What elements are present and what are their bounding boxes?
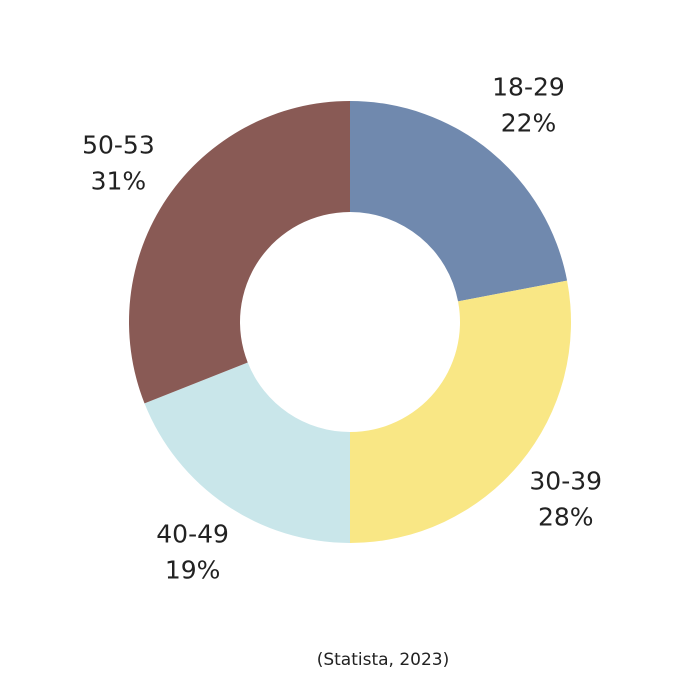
- value-label: 22%: [501, 108, 557, 137]
- category-label: 50-53: [82, 131, 155, 160]
- value-label: 19%: [165, 556, 221, 585]
- donut-slice: [350, 280, 571, 543]
- source: (Statista, 2023): [317, 650, 450, 670]
- category-label: 40-49: [156, 520, 229, 549]
- donut-slice: [128, 101, 350, 404]
- value-label: 28%: [538, 502, 594, 531]
- donut-slice: [350, 101, 568, 302]
- donut-slice: [144, 362, 350, 543]
- category-label: 30-39: [529, 466, 602, 495]
- category-label: 18-29: [492, 72, 565, 101]
- value-label: 31%: [91, 167, 147, 196]
